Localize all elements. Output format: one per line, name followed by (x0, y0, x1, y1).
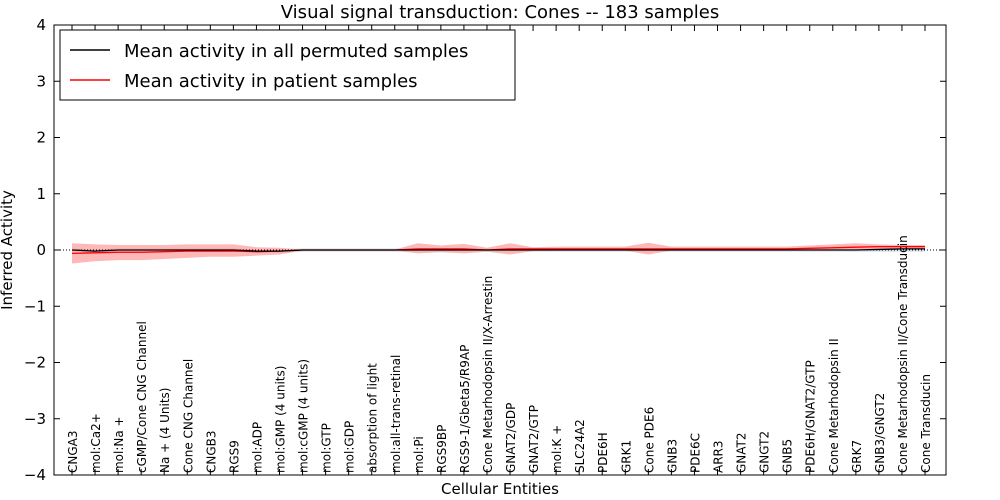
y-tick-label: 0 (36, 241, 46, 259)
x-tick-label: CNGA3 (66, 431, 80, 474)
x-tick-label: absorption of light (366, 363, 380, 473)
y-tick-label: 1 (36, 185, 46, 203)
y-tick-label: −2 (24, 354, 46, 372)
x-tick-label: ARR3 (712, 440, 726, 473)
y-axis-label: Inferred Activity (0, 190, 16, 310)
legend-label-permuted: Mean activity in all permuted samples (124, 41, 468, 62)
x-tick-label: GNB3 (665, 439, 679, 473)
x-tick-label: GRK7 (850, 440, 864, 473)
x-tick-label: SLC24A2 (573, 419, 587, 473)
x-tick-label: RGS9 (227, 440, 241, 473)
legend: Mean activity in all permuted samples Me… (59, 29, 516, 101)
x-tick-label: mol:Na + (112, 416, 126, 473)
x-axis-label: Cellular Entities (441, 480, 559, 498)
x-tick-label: GNAT2 (735, 432, 749, 473)
y-tick-label: 2 (36, 129, 46, 147)
x-tick-label: mol:GMP (4 units) (273, 366, 287, 473)
x-tick-label: PDE6H (596, 432, 610, 473)
x-tick-label: GNB5 (781, 439, 795, 473)
x-tick-label: Cone Transducin (919, 374, 933, 473)
y-tick-label: 4 (36, 16, 46, 34)
x-tick-label: Cone Metarhodopsin II/X-Arrestin (481, 276, 495, 473)
x-tick-label: GRK1 (619, 440, 633, 473)
x-tick-label: mol:cGMP (4 units) (297, 359, 311, 473)
patient-band (72, 242, 925, 264)
y-tick-label: −4 (24, 466, 46, 484)
legend-box (59, 29, 516, 101)
x-tick-label: cGMP/Cone CNG Channel (135, 321, 149, 473)
x-tick-label: mol:all-trans-retinal (389, 355, 403, 473)
x-tick-label: CNGB3 (204, 430, 218, 473)
plot-frame (53, 24, 947, 476)
x-tick-label: GNB3/GNGT2 (873, 393, 887, 473)
x-tick-label: Cone CNG Channel (181, 359, 195, 473)
x-tick-label: Cone Metarhodopsin II/Cone Transducin (896, 235, 910, 473)
permuted-mean-line (71, 248, 925, 252)
x-tick-label: Cone Metarhodopsin II (827, 338, 841, 473)
x-tick-label: GNAT2/GDP (504, 403, 518, 473)
x-tick-label: mol:ADP (250, 422, 264, 473)
x-tick-label: mol:K + (550, 425, 564, 473)
y-tick-label: −3 (24, 410, 46, 428)
x-tick-label: mol:Pi (412, 436, 426, 473)
x-tick-label: RGS9BP (435, 425, 449, 473)
x-tick-label: PDE6H/GNAT2/GTP (804, 360, 818, 473)
x-tick-label: mol:Ca2+ (89, 413, 103, 473)
chart-title: Visual signal transduction: Cones -- 183… (281, 2, 719, 23)
x-tick-label: PDE6C (688, 433, 702, 473)
x-tick-label: Cone PDE6 (642, 407, 656, 473)
x-tick-label: GNGT2 (758, 431, 772, 473)
x-tick-label: mol:GDP (343, 421, 357, 473)
x-tick-label: RGS9-1/Gbeta5/R9AP (458, 345, 472, 473)
legend-label-patient: Mean activity in patient samples (124, 71, 418, 92)
y-tick-label: 3 (36, 72, 46, 90)
x-tick-label: mol:GTP (320, 423, 334, 473)
x-tick-label: Na + (4 Units) (158, 387, 172, 473)
x-tick-label: GNAT2/GTP (527, 405, 541, 473)
y-tick-label: −1 (24, 297, 46, 315)
